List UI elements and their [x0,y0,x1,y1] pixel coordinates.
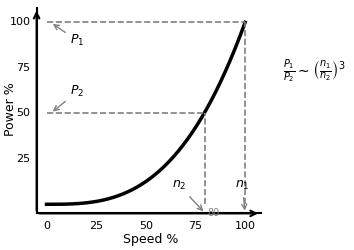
Text: 75: 75 [188,221,202,231]
Text: 100: 100 [235,221,256,231]
Text: $n_1$: $n_1$ [235,179,250,209]
Text: 25: 25 [17,154,31,164]
Text: $P_1$: $P_1$ [54,25,85,48]
X-axis label: Speed %: Speed % [123,233,178,246]
Text: 0: 0 [43,221,50,231]
Text: 100: 100 [10,17,31,27]
Y-axis label: Power %: Power % [4,82,17,136]
Text: 25: 25 [89,221,103,231]
Text: 50: 50 [17,108,31,118]
Text: $n_2$: $n_2$ [172,179,202,210]
Text: 75: 75 [17,63,31,73]
Text: $\frac{P_1}{P_2} \sim \left(\frac{n_1}{n_2}\right)^3$: $\frac{P_1}{P_2} \sim \left(\frac{n_1}{n… [283,57,346,85]
Text: 80: 80 [207,208,219,218]
Text: 50: 50 [139,221,153,231]
Text: $P_2$: $P_2$ [54,84,85,110]
